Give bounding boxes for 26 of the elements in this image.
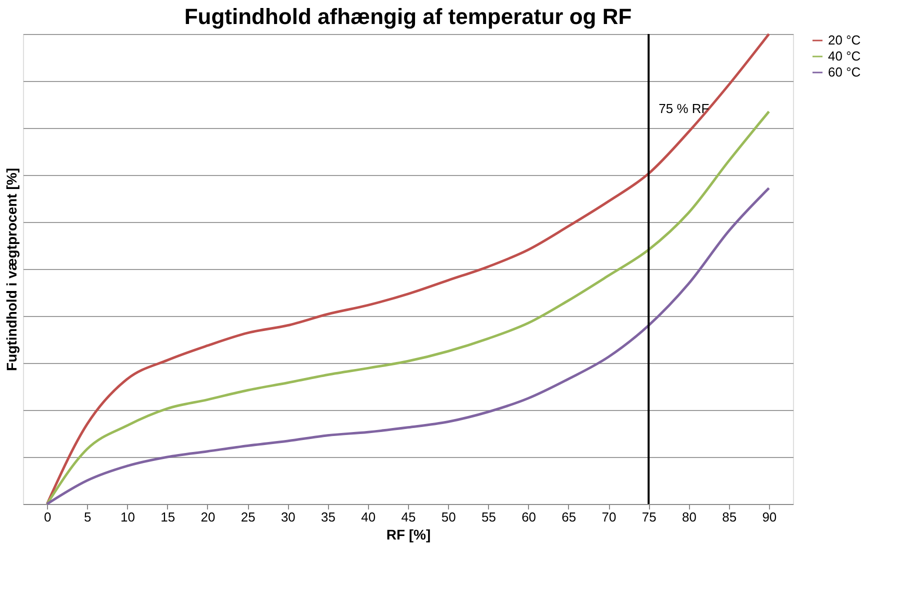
x-tick-label: 0 [44,510,52,524]
x-tick-label: 20 [200,510,216,524]
x-tick-label: 70 [602,510,616,524]
x-tick-label: 60 [522,510,536,524]
x-tick-label: 5 [84,510,92,524]
legend-label: 60 °C [828,64,861,80]
x-tick-label: 75 [642,510,656,524]
x-tick-label: 35 [321,510,336,524]
x-tick-label: 15 [160,510,176,524]
x-axis-title: RF [%] [386,526,431,542]
legend-label: 40 °C [828,48,861,64]
legend-label: 20 °C [828,32,861,48]
x-tick-label: 40 [361,510,376,524]
x-tick-label: 80 [682,510,696,524]
x-tick-label: 90 [762,510,777,524]
x-tick-label: 10 [120,510,136,524]
y-axis-title: Fugtindhold i vægtprocent [%] [4,168,20,371]
x-tick-label: 30 [280,510,296,524]
chart-title: Fugtindhold afhængig af temperatur og RF [184,4,632,29]
x-tick-label: 50 [441,510,456,524]
ref-line-label: 75 % RF [658,101,710,116]
x-tick-label: 65 [562,510,576,524]
x-tick-label: 55 [481,510,496,524]
x-tick-label: 25 [240,510,256,524]
x-tick-label: 85 [722,510,737,524]
x-tick-label: 45 [401,510,416,524]
